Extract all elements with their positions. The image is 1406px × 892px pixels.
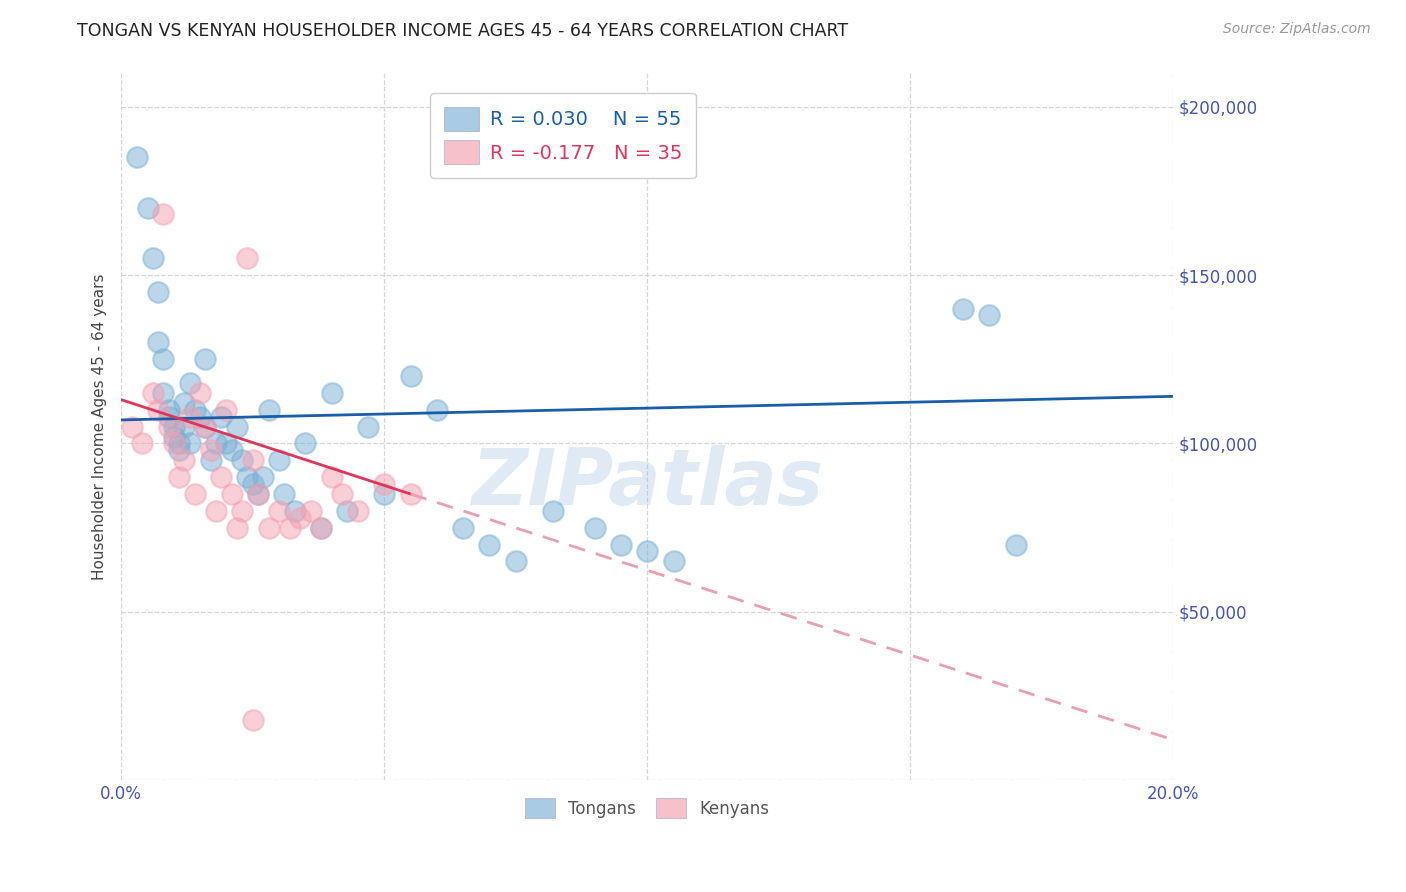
Point [136, 201, 159, 215]
Point [209, 409, 232, 424]
Point [188, 386, 211, 401]
Point [215, 402, 238, 417]
Point [505, 554, 527, 568]
Point [157, 409, 180, 424]
Point [200, 443, 222, 458]
Point [1004, 537, 1026, 551]
Point [205, 436, 228, 450]
Point [194, 419, 217, 434]
Point [179, 376, 201, 390]
Point [173, 419, 195, 434]
Point [142, 251, 165, 265]
Point [205, 504, 228, 518]
Point [336, 504, 359, 518]
Point [226, 521, 249, 535]
Point [184, 402, 207, 417]
Point [267, 504, 290, 518]
Point [152, 352, 174, 367]
Point [321, 470, 343, 484]
Point [347, 504, 370, 518]
Point [163, 436, 186, 450]
Point [278, 521, 301, 535]
Point [478, 537, 501, 551]
Point [152, 207, 174, 221]
Point [215, 436, 238, 450]
Point [221, 487, 243, 501]
Point [541, 504, 564, 518]
Point [167, 436, 190, 450]
Point [121, 419, 143, 434]
Point [252, 470, 274, 484]
Point [157, 419, 180, 434]
Point [373, 487, 395, 501]
Point [399, 369, 422, 384]
Point [226, 419, 249, 434]
Point [231, 504, 253, 518]
Point [662, 554, 685, 568]
Point [299, 504, 322, 518]
Point [146, 402, 169, 417]
Point [288, 510, 311, 524]
Point [188, 409, 211, 424]
Text: ZIPatlas: ZIPatlas [471, 445, 824, 521]
Point [146, 285, 169, 299]
Point [194, 352, 217, 367]
Y-axis label: Householder Income Ages 45 - 64 years: Householder Income Ages 45 - 64 years [93, 273, 107, 580]
Point [284, 504, 307, 518]
Point [247, 487, 270, 501]
Point [583, 521, 606, 535]
Point [184, 487, 207, 501]
Point [330, 487, 353, 501]
Point [179, 436, 201, 450]
Point [163, 430, 186, 444]
Point [209, 470, 232, 484]
Point [357, 419, 380, 434]
Point [167, 470, 190, 484]
Point [242, 713, 264, 727]
Point [179, 409, 201, 424]
Point [294, 436, 316, 450]
Point [200, 453, 222, 467]
Point [451, 521, 474, 535]
Point [321, 386, 343, 401]
Point [309, 521, 332, 535]
Point [309, 521, 332, 535]
Point [257, 402, 280, 417]
Point [267, 453, 290, 467]
Point [247, 487, 270, 501]
Point [125, 150, 148, 164]
Text: TONGAN VS KENYAN HOUSEHOLDER INCOME AGES 45 - 64 YEARS CORRELATION CHART: TONGAN VS KENYAN HOUSEHOLDER INCOME AGES… [77, 22, 848, 40]
Point [231, 453, 253, 467]
Point [146, 335, 169, 350]
Point [242, 476, 264, 491]
Point [236, 470, 259, 484]
Point [373, 476, 395, 491]
Point [426, 402, 449, 417]
Point [167, 443, 190, 458]
Point [273, 487, 295, 501]
Legend: Tongans, Kenyans: Tongans, Kenyans [519, 791, 776, 825]
Point [221, 443, 243, 458]
Point [257, 521, 280, 535]
Point [142, 386, 165, 401]
Text: Source: ZipAtlas.com: Source: ZipAtlas.com [1223, 22, 1371, 37]
Point [399, 487, 422, 501]
Point [242, 453, 264, 467]
Point [236, 251, 259, 265]
Point [173, 396, 195, 410]
Point [194, 419, 217, 434]
Point [610, 537, 633, 551]
Point [163, 419, 186, 434]
Point [157, 402, 180, 417]
Point [636, 544, 658, 558]
Point [152, 386, 174, 401]
Point [979, 309, 1001, 323]
Point [131, 436, 153, 450]
Point [173, 453, 195, 467]
Point [952, 301, 974, 316]
